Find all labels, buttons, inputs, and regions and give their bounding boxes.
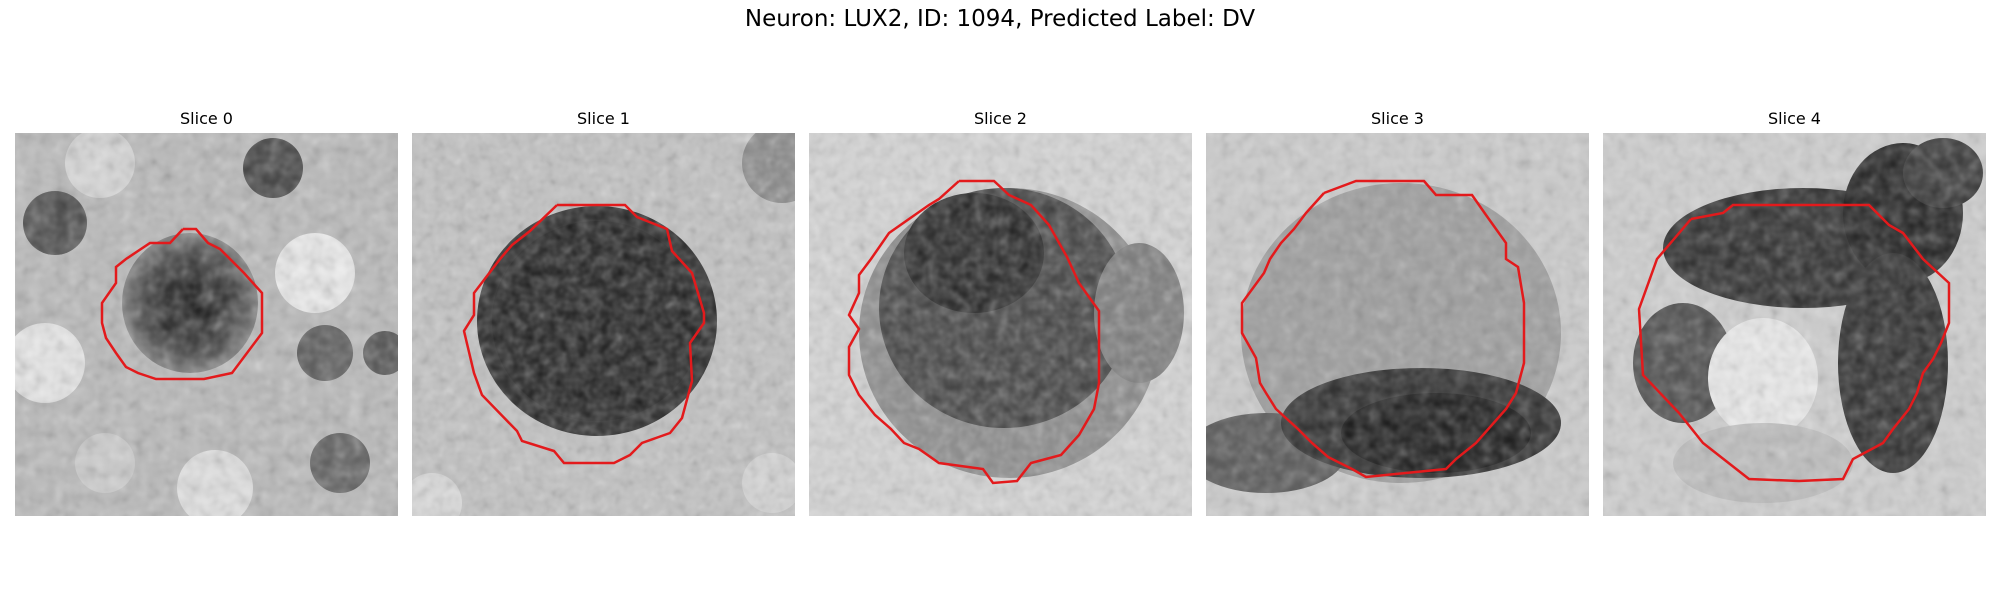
slice-title: Slice 0 — [180, 109, 233, 128]
neuron-contour — [100, 227, 264, 381]
slice-title: Slice 4 — [1768, 109, 1821, 128]
slice-image — [15, 133, 398, 516]
slice-title: Slice 3 — [1371, 109, 1424, 128]
slice-image — [1603, 133, 1986, 516]
neuron-contour — [1637, 203, 1951, 483]
noise-texture — [1603, 133, 1986, 516]
neuron-contour — [847, 179, 1101, 485]
slice-image — [809, 133, 1192, 516]
slice-image — [1206, 133, 1589, 516]
noise-texture — [412, 133, 795, 516]
slice-title: Slice 1 — [577, 109, 630, 128]
noise-texture — [1206, 133, 1589, 516]
slice-title: Slice 2 — [974, 109, 1027, 128]
slice-panel-3: Slice 3 — [1206, 108, 1589, 516]
slice-panel-0: Slice 0 — [15, 108, 398, 516]
slice-panel-2: Slice 2 — [809, 108, 1192, 516]
slice-panel-4: Slice 4 — [1603, 108, 1986, 516]
noise-texture — [809, 133, 1192, 516]
slice-panel-1: Slice 1 — [412, 108, 795, 516]
neuron-contour — [1240, 179, 1526, 479]
neuron-contour — [462, 203, 706, 465]
slice-image — [412, 133, 795, 516]
figure-title: Neuron: LUX2, ID: 1094, Predicted Label:… — [744, 6, 1256, 32]
noise-texture — [15, 133, 398, 516]
